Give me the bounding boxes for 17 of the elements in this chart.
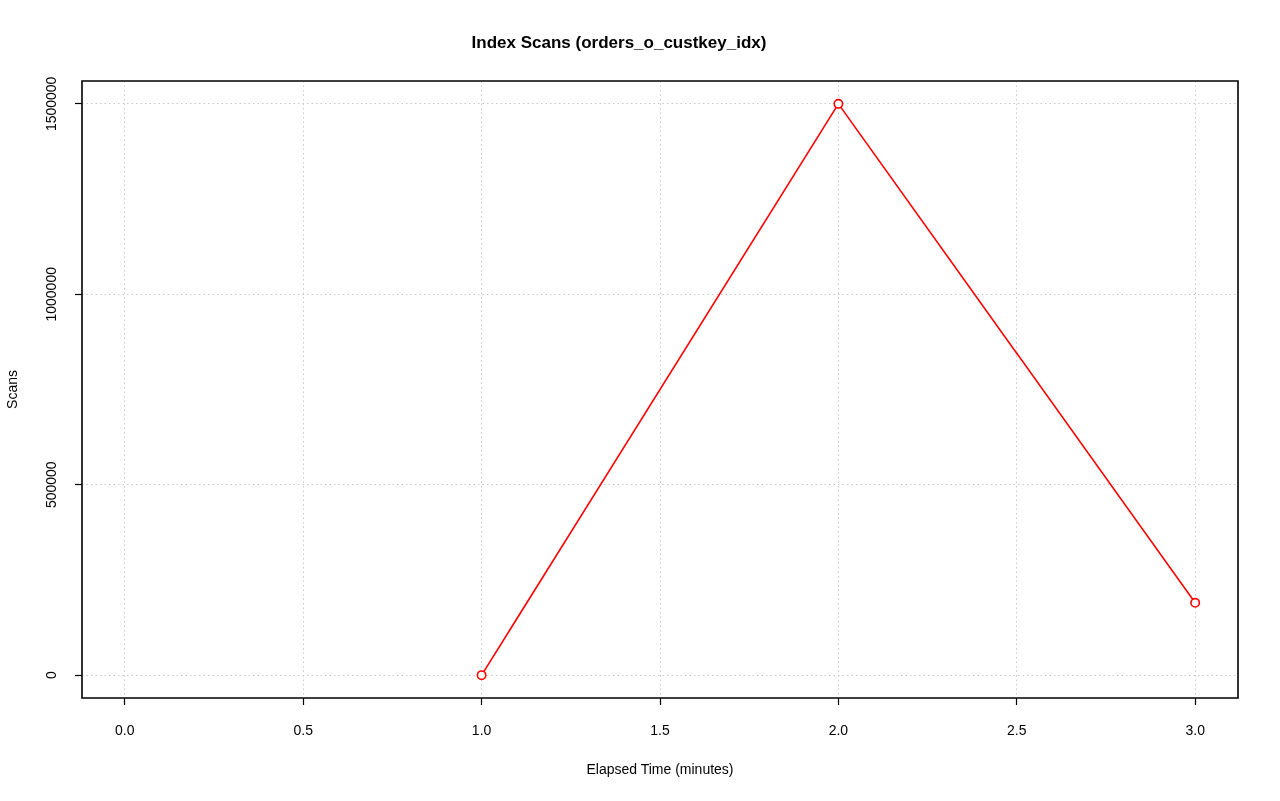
chart-title: Index Scans (orders_o_custkey_idx) [471,32,767,52]
y-tick-label: 500000 [42,461,59,509]
x-tick-label: 0.5 [293,722,314,739]
y-tick-label: 1000000 [42,266,59,322]
y-tick-label: 0 [42,671,59,680]
point [833,98,844,109]
x-tick-label: 1.5 [650,722,670,739]
x-tick-label: 1.0 [471,722,492,739]
point [476,670,487,681]
y-axis-title: Scans [3,370,20,409]
y-tick-label: 1500000 [42,76,59,132]
x-tick-label: 2.0 [828,722,849,739]
x-tick-label: 3.0 [1185,722,1206,739]
point [1190,597,1201,608]
x-axis-title: Elapsed Time (minutes) [586,760,734,777]
x-tick-label: 2.5 [1007,722,1027,739]
x-tick-label: 0.0 [115,722,135,739]
